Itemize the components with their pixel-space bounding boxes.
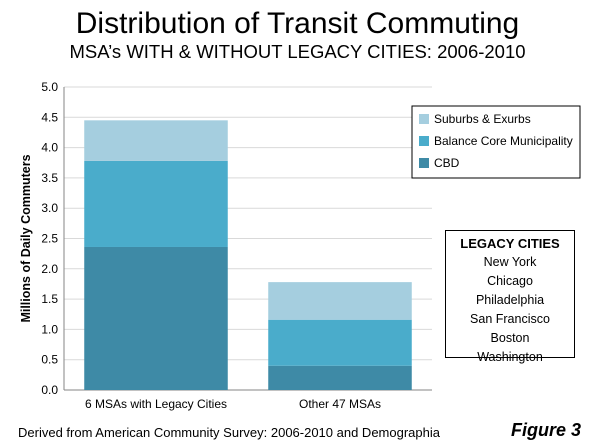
y-tick-label: 1.0	[41, 322, 58, 336]
chart-subtitle: MSA’s WITH & WITHOUT LEGACY CITIES: 2006…	[69, 41, 526, 62]
legacy-cities-box: LEGACY CITIES New York Chicago Philadelp…	[445, 230, 575, 364]
chart-title: Distribution of Transit Commuting	[75, 7, 520, 40]
y-tick-label: 2.5	[41, 232, 58, 246]
y-tick-label: 2.0	[41, 262, 58, 276]
legacy-city: Washington	[477, 350, 543, 364]
y-tick-label: 0.0	[41, 383, 58, 397]
y-tick-label: 4.0	[41, 141, 58, 155]
legend-swatch	[419, 136, 429, 146]
legend-label: Suburbs & Exurbs	[434, 112, 531, 126]
y-tick-label: 3.5	[41, 171, 58, 185]
y-tick-label: 1.5	[41, 292, 58, 306]
legacy-city: San Francisco	[470, 312, 550, 326]
legend-box	[411, 105, 581, 179]
legacy-cities-heading: LEGACY CITIES	[460, 236, 560, 251]
bar-segment	[268, 282, 412, 320]
y-tick-label: 0.5	[41, 353, 58, 367]
legacy-city: Chicago	[487, 274, 533, 288]
y-tick-label: 5.0	[41, 80, 58, 94]
figure-label: Figure 3	[510, 420, 581, 440]
legend-swatch	[419, 158, 429, 168]
legacy-city: Philadelphia	[475, 293, 545, 307]
y-tick-label: 3.0	[41, 201, 58, 215]
bar-segment	[84, 120, 228, 161]
bar-segment	[268, 365, 412, 390]
x-tick-label: Other 47 MSAs	[299, 397, 381, 411]
legacy-city: Boston	[490, 331, 530, 345]
legend-label: CBD	[434, 156, 460, 170]
y-tick-label: 4.5	[41, 110, 58, 124]
legacy-city: New York	[483, 255, 537, 269]
x-tick-label: 6 MSAs with Legacy Cities	[85, 397, 227, 411]
legend-swatch	[419, 114, 429, 124]
bar-segment	[84, 246, 228, 390]
source-note: Derived from American Community Survey: …	[18, 425, 440, 440]
bar-segment	[268, 319, 412, 366]
y-axis-title: Millions of Daily Commuters	[19, 154, 33, 322]
legend-label: Balance Core Municipality	[434, 134, 573, 148]
bar-segment	[84, 160, 228, 247]
